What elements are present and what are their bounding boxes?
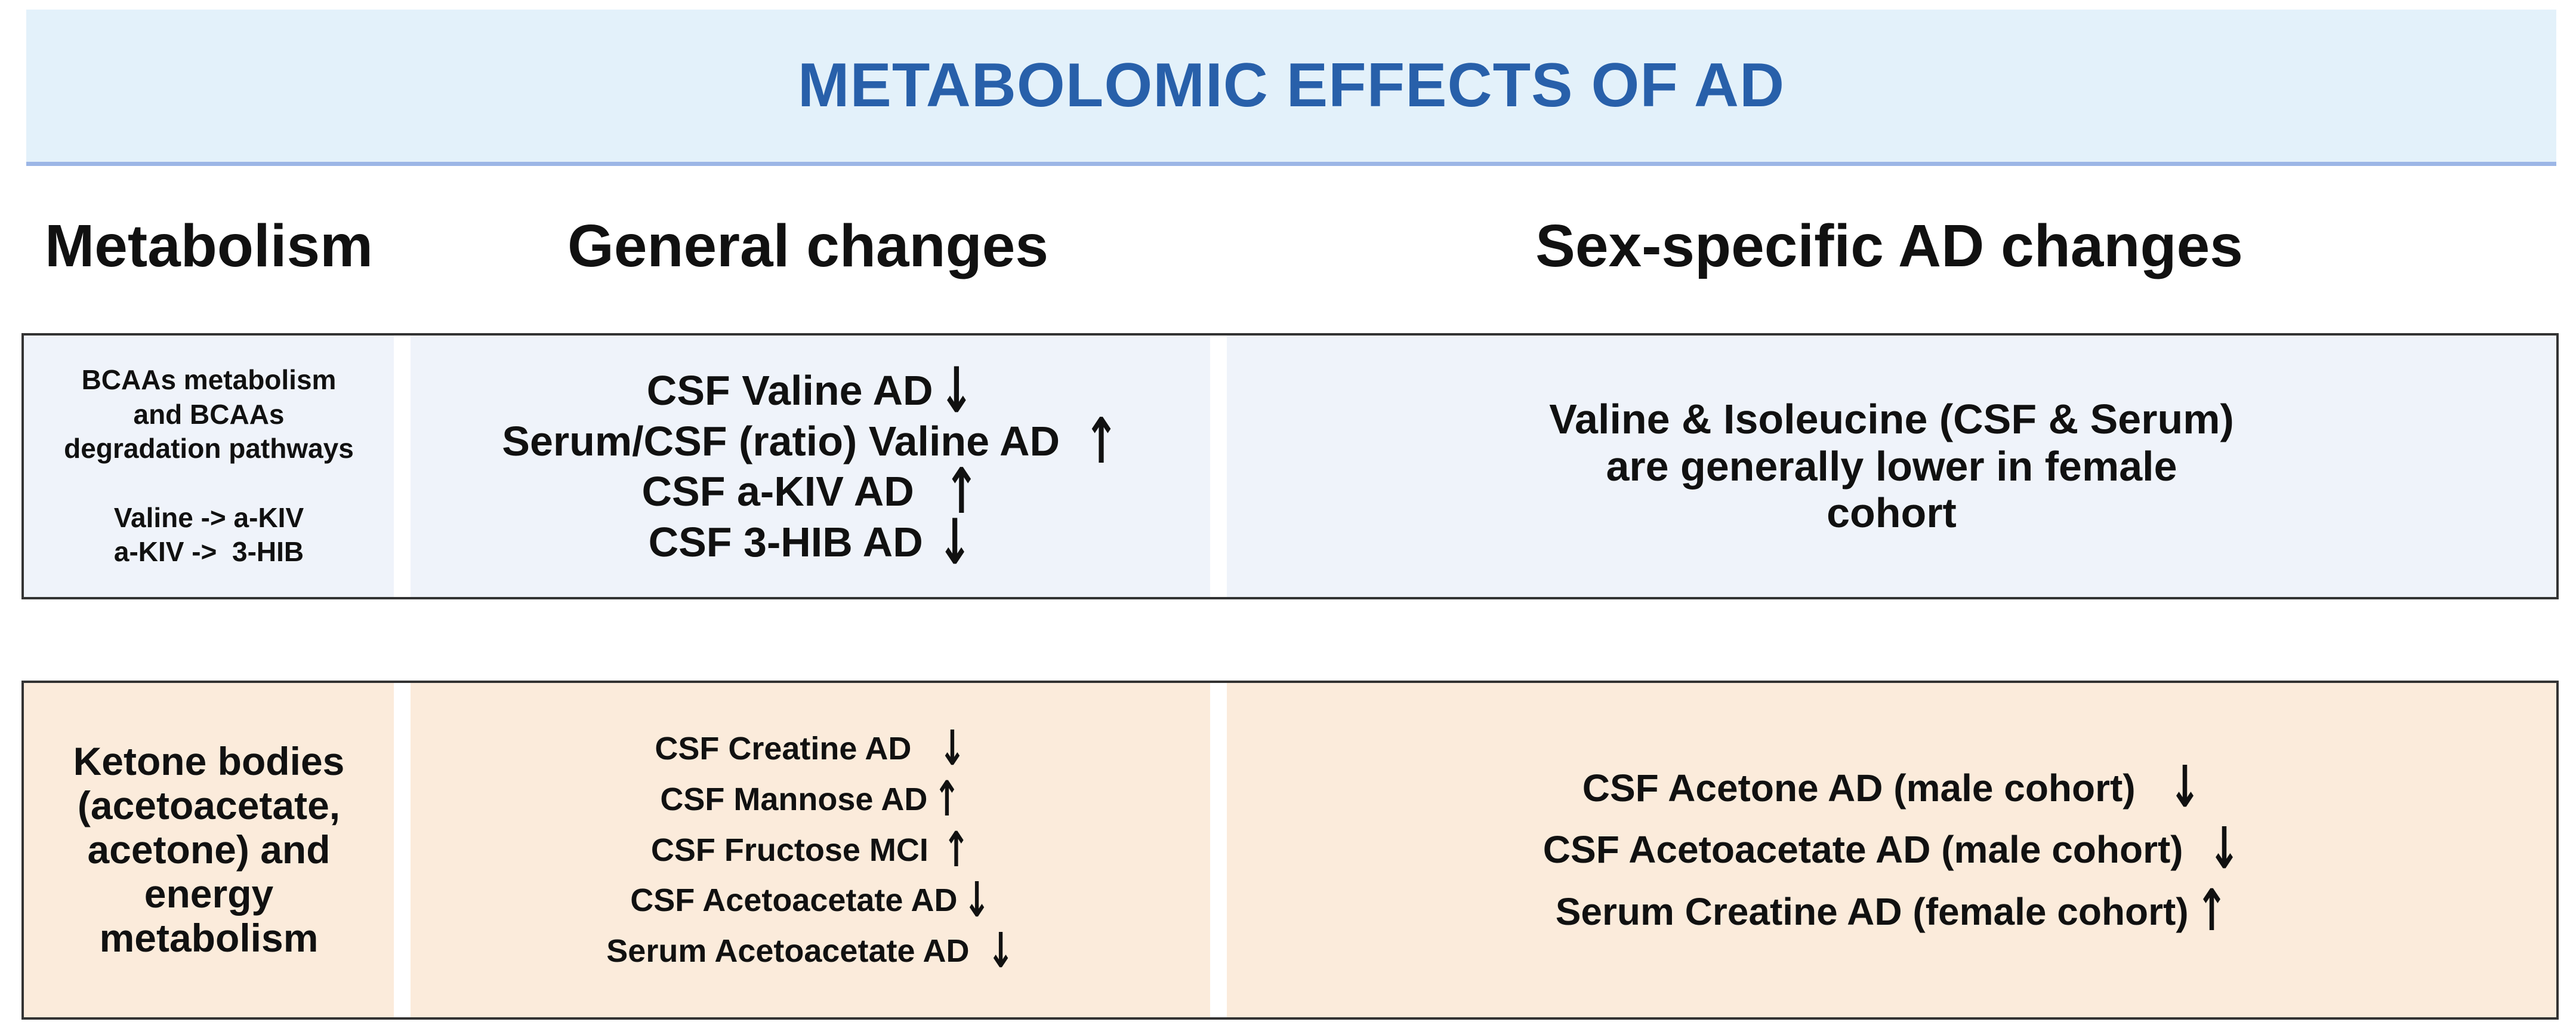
down-arrow-icon: ↓ bbox=[987, 922, 1014, 979]
down-arrow-icon: ↓ bbox=[937, 504, 973, 578]
up-arrow-icon: ↑ bbox=[943, 454, 979, 528]
down-arrow-icon: ↓ bbox=[963, 872, 991, 928]
metabolism-description: BCAAs metabolism and BCAAs degradation p… bbox=[64, 364, 354, 568]
up-arrow-icon: ↑ bbox=[942, 821, 970, 878]
change-item: Serum Creatine AD (female cohort) ↑ bbox=[1556, 878, 2228, 944]
sex-specific-cell: Valine & Isoleucine (CSF & Serum) are ge… bbox=[1227, 336, 2556, 597]
column-header-general-changes: General changes bbox=[567, 213, 1048, 279]
down-arrow-icon: ↓ bbox=[2168, 755, 2201, 821]
row-ketone-bodies: Ketone bodies (acetoacetate, acetone) an… bbox=[21, 681, 2559, 1020]
title-banner: METABOLOMIC EFFECTS OF AD bbox=[26, 10, 2556, 166]
change-item: Serum/CSF (ratio) Valine AD ↑ bbox=[502, 404, 1119, 478]
page-title: METABOLOMIC EFFECTS OF AD bbox=[797, 51, 1785, 120]
down-arrow-icon: ↓ bbox=[939, 353, 974, 427]
up-arrow-icon: ↑ bbox=[2195, 878, 2228, 944]
up-arrow-icon: ↑ bbox=[933, 770, 961, 827]
general-changes-cell: CSF Valine AD ↓ Serum/CSF (ratio) Valine… bbox=[411, 336, 1210, 597]
change-item: CSF Acetone AD (male cohort) ↓ bbox=[1582, 755, 2201, 821]
down-arrow-icon: ↓ bbox=[2208, 816, 2241, 883]
change-item: CSF Fructose MCI ↑ bbox=[651, 821, 970, 878]
sex-specific-description: Valine & Isoleucine (CSF & Serum) are ge… bbox=[1549, 396, 2234, 537]
column-header-metabolism: Metabolism bbox=[44, 213, 374, 279]
change-item: CSF Valine AD ↓ bbox=[646, 353, 974, 427]
metabolism-cell: Ketone bodies (acetoacetate, acetone) an… bbox=[24, 683, 394, 1017]
sex-specific-cell: CSF Acetone AD (male cohort) ↓ CSF Aceto… bbox=[1227, 683, 2556, 1017]
up-arrow-icon: ↑ bbox=[1084, 404, 1119, 478]
metabolism-cell: BCAAs metabolism and BCAAs degradation p… bbox=[24, 336, 394, 597]
general-changes-cell: CSF Creatine AD ↓ CSF Mannose AD ↑ CSF F… bbox=[411, 683, 1210, 1017]
change-item: CSF Creatine AD ↓ bbox=[655, 720, 965, 777]
row-bcaas: BCAAs metabolism and BCAAs degradation p… bbox=[21, 333, 2559, 599]
change-item: CSF 3-HIB AD ↓ bbox=[648, 504, 973, 578]
change-item: CSF Acetoacetate AD (male cohort) ↓ bbox=[1543, 817, 2240, 883]
change-item: CSF Acetoacetate AD ↓ bbox=[630, 872, 990, 928]
change-item: CSF Mannose AD ↑ bbox=[660, 770, 960, 827]
change-item: CSF a-KIV AD ↑ bbox=[641, 454, 979, 528]
metabolism-description: Ketone bodies (acetoacetate, acetone) an… bbox=[73, 739, 345, 960]
change-item: Serum Acetoacetate AD ↓ bbox=[606, 922, 1014, 979]
column-header-sex-specific: Sex-specific AD changes bbox=[1535, 213, 2243, 279]
down-arrow-icon: ↓ bbox=[939, 719, 966, 777]
